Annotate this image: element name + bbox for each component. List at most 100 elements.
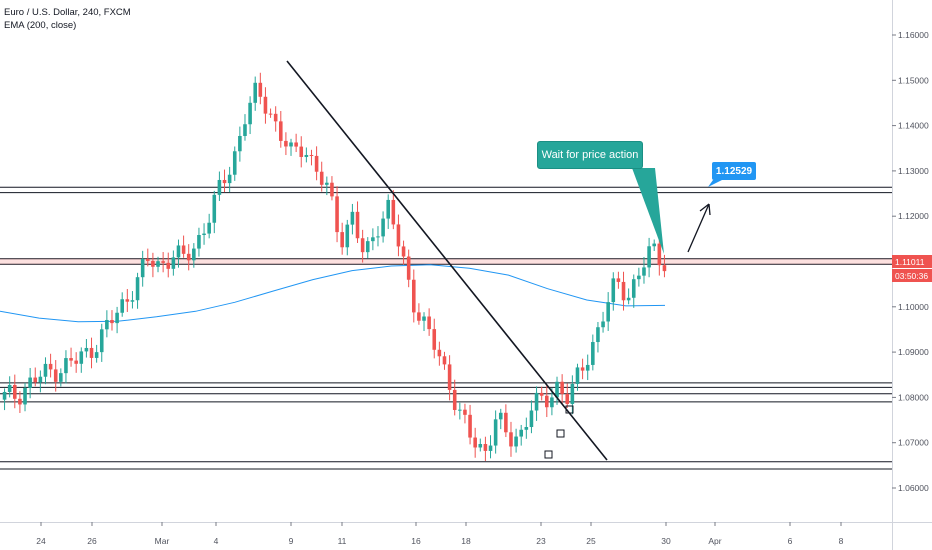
candle-body [278, 121, 283, 141]
candle-body [386, 199, 391, 219]
candle-body [350, 211, 355, 225]
time-tick-label: Mar [155, 536, 170, 546]
candle-body [43, 363, 48, 377]
price-tick-label: 1.16000 [898, 30, 929, 40]
time-tick-label: Apr [708, 536, 721, 546]
plot-area [0, 0, 892, 522]
candle-body [458, 409, 462, 411]
current-price-tag: 1.11011 [892, 255, 932, 268]
candle-body [437, 349, 442, 357]
candle-body [529, 410, 534, 428]
price-tick-label: 1.13000 [898, 166, 929, 176]
price-action-callout[interactable]: Wait for price action [537, 141, 643, 169]
candle-body [192, 248, 196, 261]
candle-body [570, 383, 575, 404]
time-tick-label: 23 [536, 536, 546, 546]
time-tick-label: 8 [839, 536, 844, 546]
candle-body [463, 409, 467, 415]
symbol-title[interactable]: Euro / U.S. Dollar, 240, FXCM [4, 7, 131, 18]
candle-body [652, 243, 657, 247]
candle-body [238, 135, 242, 152]
candle-body [427, 316, 431, 330]
candle-body [662, 265, 667, 272]
candle-body [401, 246, 406, 257]
candle-body [381, 218, 385, 237]
pattern-marker [544, 450, 553, 459]
candle-body [268, 113, 273, 115]
target-arrow-line [687, 203, 710, 253]
callout-pointer [632, 168, 664, 254]
target-price-label[interactable]: 1.12529 [712, 162, 756, 180]
pattern-marker [565, 405, 574, 414]
candle-body [48, 363, 53, 370]
candle-body [396, 224, 401, 247]
candle-body [89, 347, 94, 358]
candle-body [447, 364, 452, 390]
price-tick-label: 1.08000 [898, 392, 929, 402]
candle-body [273, 113, 278, 122]
candle-body [606, 302, 610, 322]
candle-body [253, 82, 258, 103]
price-tick-label: 1.10000 [898, 302, 929, 312]
candle-body [498, 412, 503, 420]
candle-body [422, 316, 426, 321]
time-tick-label: 18 [461, 536, 471, 546]
candle-body [442, 356, 447, 365]
resistance-zone [0, 258, 892, 265]
time-tick-label: 25 [586, 536, 596, 546]
candle-body [631, 279, 636, 298]
candle-body [524, 427, 529, 430]
candle-body [171, 257, 176, 269]
candle-body [74, 360, 78, 364]
candle-body [626, 297, 631, 301]
candle-body [222, 179, 227, 184]
candle-body [181, 245, 186, 254]
candle-body [345, 224, 350, 248]
candle-body [514, 436, 518, 447]
candle-body [325, 182, 329, 185]
candle-body [84, 347, 89, 352]
candle-body [335, 196, 339, 233]
price-tick-label: 1.06000 [898, 483, 929, 493]
candle-body [488, 445, 493, 451]
candle-body [151, 260, 155, 267]
price-tick-label: 1.07000 [898, 438, 929, 448]
time-tick-label: 26 [87, 536, 97, 546]
price-tick-label: 1.14000 [898, 121, 929, 131]
candle-body [642, 267, 646, 276]
candle-body [299, 146, 304, 157]
candle-body [365, 241, 370, 253]
time-tick-label: 30 [661, 536, 671, 546]
candle-body [140, 259, 145, 278]
price-tick-label: 1.15000 [898, 75, 929, 85]
candle-body [565, 393, 570, 404]
candle-body [248, 102, 252, 125]
time-tick-label: 11 [338, 536, 347, 546]
candle-body [452, 389, 457, 410]
time-tick-label: 6 [788, 536, 793, 546]
target-arrow-head [699, 203, 711, 216]
candle-body [284, 140, 288, 147]
ema-indicator-label[interactable]: EMA (200, close) [4, 20, 77, 31]
candle-body [59, 373, 63, 382]
candle-body [202, 233, 206, 235]
candle-body [212, 194, 217, 223]
candle-body [120, 299, 125, 313]
candle-body [319, 171, 324, 185]
candle-body [647, 246, 651, 268]
candle-body [135, 277, 140, 301]
candle-body [560, 381, 564, 394]
candle-body [130, 300, 135, 302]
candle-body [406, 256, 411, 280]
candle-body [330, 182, 334, 197]
candle-body [12, 384, 17, 399]
candle-body [585, 364, 590, 371]
candle-body [105, 319, 109, 330]
candle-body [534, 392, 539, 411]
candle-body [544, 395, 549, 408]
pattern-marker [556, 429, 565, 438]
candle-body [115, 312, 119, 324]
candle-body [23, 387, 27, 405]
candle-body [64, 358, 68, 374]
